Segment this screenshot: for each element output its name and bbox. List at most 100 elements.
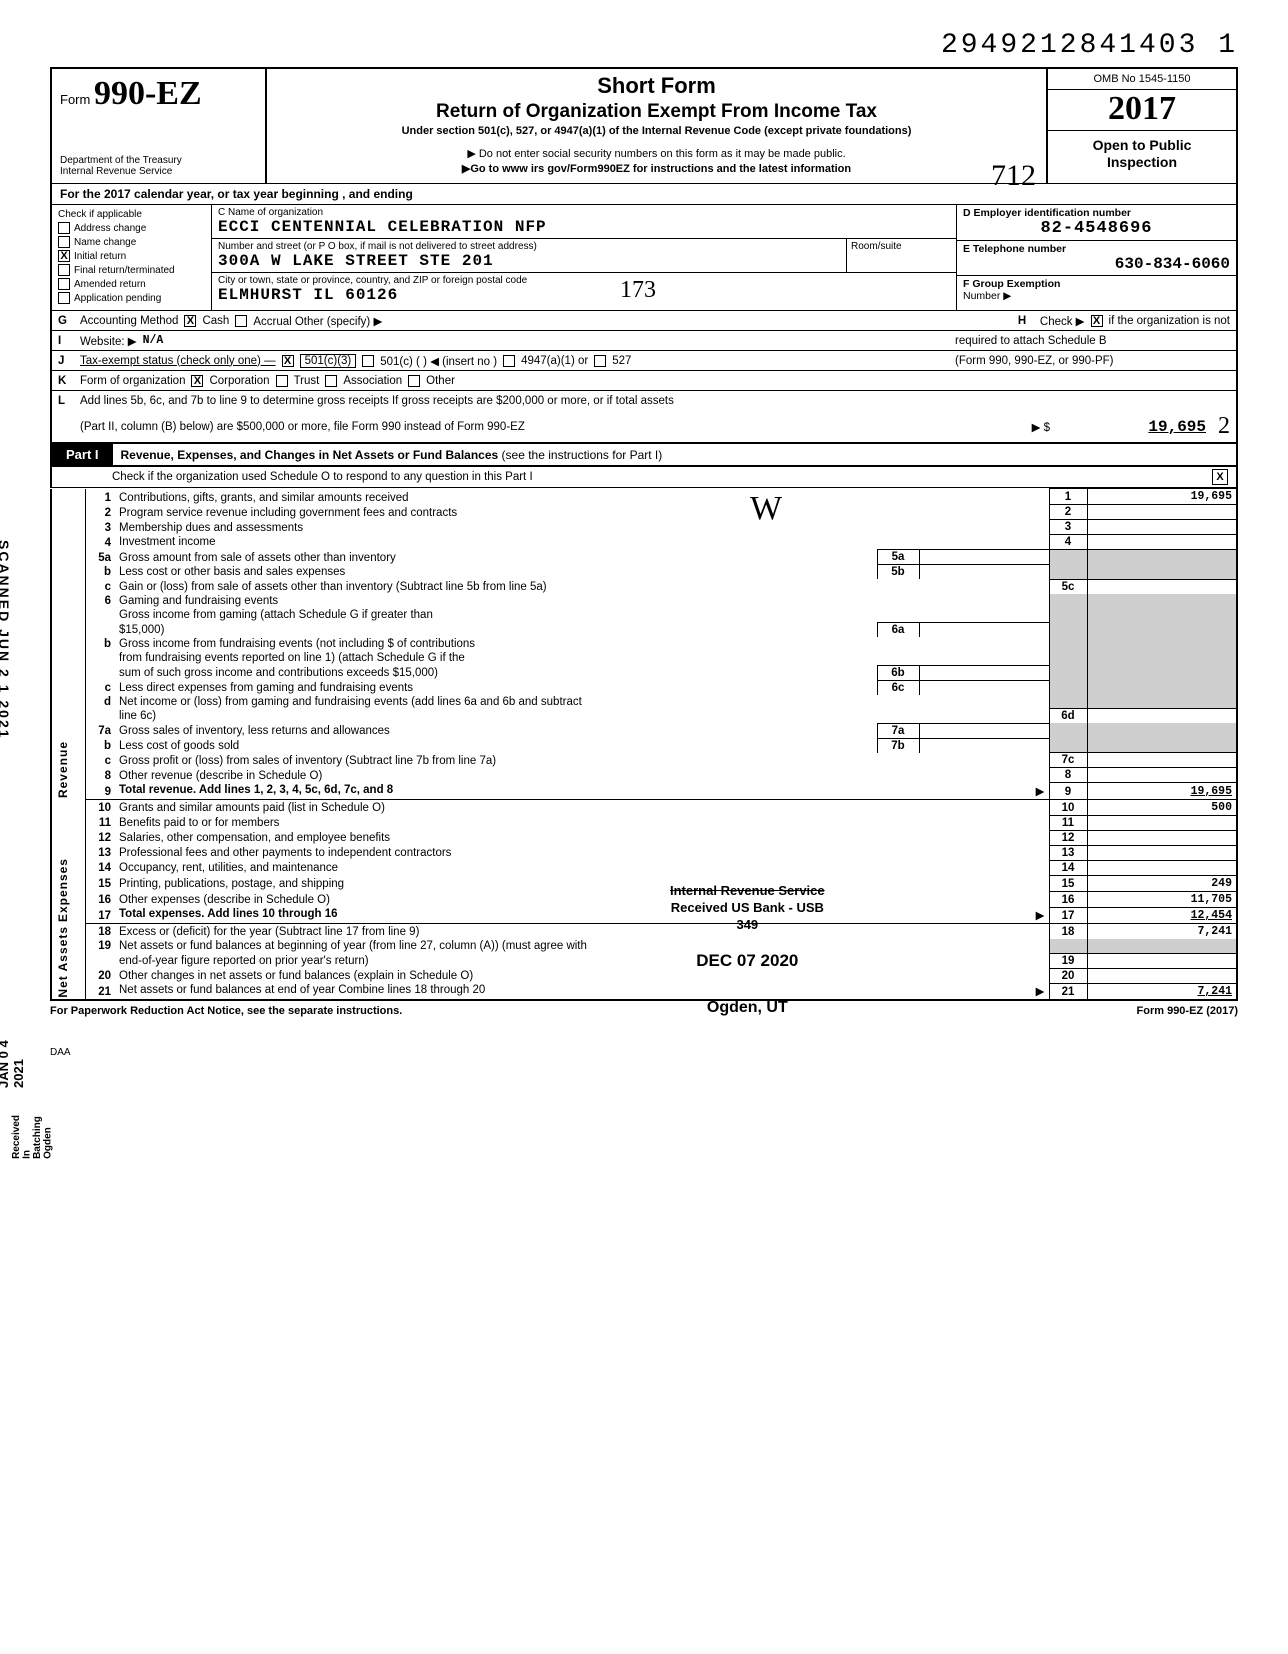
line-desc: Salaries, other compensation, and employ…	[115, 830, 1049, 845]
checkbox-icon[interactable]	[58, 236, 70, 248]
accrual-checkbox[interactable]	[235, 315, 247, 327]
line-numcol	[1049, 651, 1087, 666]
checkbox-icon[interactable]	[58, 264, 70, 276]
line-desc: Professional fees and other payments to …	[115, 845, 1049, 860]
line-numcol: 14	[1049, 860, 1087, 875]
line-desc: Less cost of goods sold	[115, 738, 877, 753]
table-row: 5a Gross amount from sale of assets othe…	[51, 550, 1237, 565]
other-label: Other	[426, 375, 455, 387]
line-desc: Contributions, gifts, grants, and simila…	[115, 489, 1049, 505]
checkbox-icon[interactable]	[58, 278, 70, 290]
line-amount	[1087, 505, 1237, 520]
line-numcol: 5c	[1049, 579, 1087, 594]
line-numcol: 21	[1049, 983, 1087, 1000]
checkbox-icon[interactable]	[58, 222, 70, 234]
group-exempt-number: Number ▶	[963, 290, 1230, 302]
table-row: 8 Other revenue (describe in Schedule O)…	[51, 768, 1237, 783]
checkbox-icon[interactable]	[58, 292, 70, 304]
part1-title-bold: Revenue, Expenses, and Changes in Net As…	[121, 448, 502, 462]
accounting-method-label: Accounting Method	[80, 315, 178, 327]
line-numcol: 3	[1049, 520, 1087, 535]
schedule-o-text: Check if the organization used Schedule …	[112, 471, 533, 483]
assoc-checkbox[interactable]	[325, 375, 337, 387]
line-desc: Other expenses (describe in Schedule O)	[115, 891, 1049, 907]
irs-line2: Received US Bank - USB	[670, 900, 825, 917]
handwritten-173: 173	[620, 277, 656, 304]
mid-box: 7b	[877, 738, 919, 753]
footer-right: Form 990-EZ (2017)	[1137, 1005, 1238, 1017]
line-numcol: 16	[1049, 891, 1087, 907]
other-checkbox[interactable]	[408, 375, 420, 387]
schedule-o-checkbox[interactable]: X	[1212, 469, 1228, 485]
line-amount	[1087, 723, 1237, 738]
handwritten-initials: W	[750, 490, 782, 528]
part1-label: Part I	[52, 444, 113, 465]
footer-daa: DAA	[50, 1047, 1238, 1058]
line-desc: Total revenue. Add lines 1, 2, 3, 4, 5c,…	[115, 783, 1049, 800]
table-row: Net Assets 18 Excess or (deficit) for th…	[51, 924, 1237, 940]
letter-i: I	[58, 335, 74, 347]
part1-header: Part I Revenue, Expenses, and Changes in…	[50, 443, 1238, 467]
trust-checkbox[interactable]	[276, 375, 288, 387]
line-no: 17	[85, 907, 115, 924]
website-note: ▶Go to www irs gov/Form990EZ for instruc…	[275, 162, 1038, 175]
line-no: c	[85, 579, 115, 594]
4947-checkbox[interactable]	[503, 355, 515, 367]
table-row: b Less cost or other basis and sales exp…	[51, 565, 1237, 580]
line-numcol	[1049, 637, 1087, 651]
city-value: ELMHURST IL 60126	[212, 286, 956, 306]
527-checkbox[interactable]	[594, 355, 606, 367]
h-checkbox[interactable]: X	[1091, 315, 1103, 327]
chk-amended-return: Amended return	[58, 278, 205, 290]
table-row: 7a Gross sales of inventory, less return…	[51, 723, 1237, 738]
line-amount	[1087, 953, 1237, 968]
scanned-stamp: SCANNED JUN 2 1 2021	[0, 540, 12, 740]
line-numcol	[1049, 608, 1087, 623]
part1-title: Revenue, Expenses, and Changes in Net As…	[113, 445, 671, 465]
line-no	[85, 709, 115, 724]
line-desc: Program service revenue including govern…	[115, 505, 1049, 520]
tax-period-row: For the 2017 calendar year, or tax year …	[50, 183, 1238, 205]
table-row: 11 Benefits paid to or for members 11	[51, 815, 1237, 830]
line-amount	[1087, 815, 1237, 830]
mid-box: 5b	[877, 565, 919, 580]
501c-checkbox[interactable]	[362, 355, 374, 367]
line-numcol	[1049, 550, 1087, 565]
row-j: J Tax-exempt status (check only one) — X…	[52, 351, 1236, 371]
line-no	[85, 608, 115, 623]
line-no: c	[85, 753, 115, 768]
document-id: 2949212841403 1	[50, 30, 1238, 61]
checkbox-icon[interactable]: X	[58, 250, 70, 262]
irs-line1: Internal Revenue Service	[670, 883, 825, 900]
line-amount	[1087, 768, 1237, 783]
line-no: 3	[85, 520, 115, 535]
form-number: 990-EZ	[94, 75, 202, 112]
table-row: b Gross income from fundraising events (…	[51, 637, 1237, 651]
501c3-label: 501(c)(3)	[300, 354, 357, 368]
table-row: c Gross profit or (loss) from sales of i…	[51, 753, 1237, 768]
line-desc: Net assets or fund balances at end of ye…	[115, 983, 1049, 1000]
line-desc: Net assets or fund balances at beginning…	[115, 939, 1049, 953]
line-no: 1	[85, 489, 115, 505]
room-label: Room/suite	[846, 239, 956, 272]
line-no: 5a	[85, 550, 115, 565]
line-amount: 7,241	[1087, 924, 1237, 940]
mid-val	[919, 680, 1049, 695]
title-short-form: Short Form	[275, 73, 1038, 99]
corp-checkbox[interactable]: X	[191, 375, 203, 387]
table-row: 2 Program service revenue including gove…	[51, 505, 1237, 520]
line-desc: Gross amount from sale of assets other t…	[115, 550, 877, 565]
line-amount	[1087, 550, 1237, 565]
table-row: $15,000) 6a	[51, 622, 1237, 637]
chk-label: Application pending	[74, 293, 161, 304]
cash-checkbox[interactable]: X	[184, 315, 196, 327]
501c-label: 501(c) ( ) ◀ (insert no )	[380, 354, 497, 368]
line-amount	[1087, 738, 1237, 753]
501c3-checkbox[interactable]: X	[282, 355, 294, 367]
netassets-side-label: Net Assets	[56, 926, 70, 998]
line-no: 15	[85, 875, 115, 891]
line-no: 2	[85, 505, 115, 520]
row-k: K Form of organization X Corporation Tru…	[52, 371, 1236, 391]
line-numcol: 6d	[1049, 709, 1087, 724]
table-row: 19 Net assets or fund balances at beginn…	[51, 939, 1237, 953]
